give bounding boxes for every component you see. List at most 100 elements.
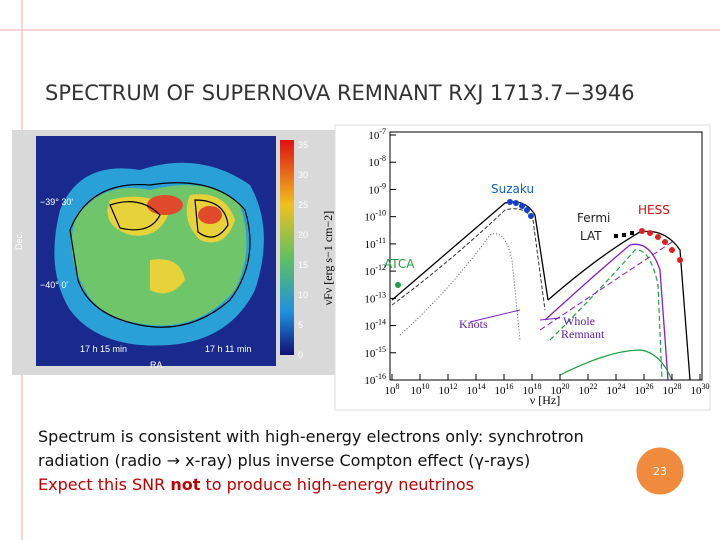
colorbar-tick-label: 15 [298, 260, 308, 270]
plot-ticks: 10-710-810-910-1010-1110-1210-1310-1410-… [364, 127, 709, 397]
tick-base: 10 [364, 293, 376, 305]
tick-exponent: 20 [562, 382, 570, 391]
synchrotron-curve [391, 208, 546, 311]
tick-exponent: 22 [590, 382, 598, 391]
tick-label: 1028 [663, 382, 682, 397]
map-emission [198, 206, 222, 224]
tick-exponent: 14 [478, 382, 486, 391]
hess-label: HESS [638, 203, 670, 217]
tick-label: 10-12 [364, 263, 386, 278]
tick-exponent: 26 [646, 382, 654, 391]
tick-exponent: 18 [534, 382, 542, 391]
map-emission [147, 195, 183, 215]
fermi-points [614, 231, 634, 238]
body-emphasis: not [170, 475, 200, 494]
atca-label: ATCA [384, 257, 415, 271]
hess-points [639, 228, 683, 263]
colorbar-tick-label: 20 [298, 230, 308, 240]
tick-label: 10-9 [368, 181, 386, 196]
tick-label: 1010 [411, 382, 430, 397]
tick-base: 10 [385, 385, 397, 397]
tick-exponent: -9 [379, 181, 386, 190]
tick-label: 10-13 [364, 290, 386, 305]
tick-base: 10 [691, 385, 703, 397]
x-axis-label: ν [Hz] [530, 393, 560, 407]
tick-base: 10 [495, 385, 507, 397]
tick-label: 1024 [607, 382, 626, 397]
tick-label: 10-16 [364, 372, 386, 387]
tick-label: 10-7 [368, 127, 386, 142]
page-badge [633, 444, 687, 498]
tick-label: 10-14 [364, 318, 386, 333]
tick-exponent: 12 [450, 382, 458, 391]
ra-label: 17 h 11 min [205, 344, 251, 354]
tick-label: 10-15 [364, 345, 386, 360]
tick-exponent: -14 [375, 318, 386, 327]
ic-curve [539, 239, 676, 331]
fermi-label: LAT [580, 229, 602, 243]
ic-curve [549, 249, 663, 381]
tick-base: 10 [467, 385, 479, 397]
tick-label: 1020 [551, 382, 570, 397]
tick-label: 1016 [495, 382, 514, 397]
slide-title: SPECTRUM OF SUPERNOVA REMNANT RXJ 1713.7… [45, 81, 635, 105]
tick-base: 10 [364, 321, 376, 333]
spectrum-plot: Suzaku Fermi LAT HESS ATCA Knots Whole R… [321, 124, 711, 411]
body-text: to produce high-energy neutrinos [200, 475, 474, 494]
map-image: −39° 30' −40° 0' Dec. 17 h 15 min 17 h 1… [12, 130, 335, 375]
tick-base: 10 [368, 130, 380, 142]
y-axis-label: νFν [erg s−1 cm−2] [321, 211, 335, 306]
tick-base: 10 [635, 385, 647, 397]
tick-base: 10 [365, 239, 377, 251]
suzaku-label: Suzaku [491, 182, 534, 196]
colorbar-tick-label: 25 [298, 200, 308, 210]
tick-exponent: -15 [375, 345, 386, 354]
whole-label: Remnant [561, 327, 605, 341]
colorbar-tick-label: 5 [298, 320, 303, 330]
dec-axis: Dec. [14, 231, 24, 250]
tick-base: 10 [411, 385, 423, 397]
tick-base: 10 [663, 385, 675, 397]
tick-label: 1014 [467, 382, 486, 397]
plot-frame [334, 124, 711, 411]
tick-base: 10 [607, 385, 619, 397]
body-line: radiation (radio → x-ray) plus inverse C… [38, 451, 530, 470]
tick-exponent: 30 [702, 382, 710, 391]
body-text: Expect this SNR [38, 475, 170, 494]
colorbar-tick-label: 0 [298, 350, 303, 360]
tick-label: 108 [385, 382, 400, 397]
tick-base: 10 [364, 375, 376, 387]
plot-axes [389, 131, 703, 381]
tick-label: 1030 [691, 382, 710, 397]
whole-label: Whole [563, 314, 595, 328]
tick-exponent: -16 [375, 372, 386, 381]
dec-label: −39° 30' [40, 197, 73, 207]
ra-axis: RA [150, 360, 163, 370]
tick-exponent: -13 [375, 290, 386, 299]
tick-base: 10 [439, 385, 451, 397]
tick-exponent: -11 [376, 236, 386, 245]
tick-base: 10 [523, 385, 535, 397]
tick-exponent: -12 [375, 263, 386, 272]
tick-label: 1026 [635, 382, 654, 397]
tick-exponent: 24 [618, 382, 626, 391]
colorbar [280, 140, 294, 355]
tick-exponent: -8 [379, 154, 386, 163]
tick-base: 10 [364, 212, 376, 224]
tick-base: 10 [364, 348, 376, 360]
colorbar-tick-label: 30 [298, 170, 308, 180]
fermi-label: Fermi [577, 211, 610, 225]
map-contours [69, 182, 251, 328]
tick-label: 10-11 [365, 236, 386, 251]
tick-exponent: 10 [422, 382, 430, 391]
dec-label: −40° 0' [40, 280, 68, 290]
tick-exponent: 8 [396, 382, 400, 391]
tick-exponent: 16 [506, 382, 514, 391]
tick-base: 10 [368, 184, 380, 196]
tick-label: 1022 [579, 382, 598, 397]
tick-base: 10 [368, 157, 380, 169]
tick-label: 1018 [523, 382, 542, 397]
ic-curve [544, 243, 669, 381]
tick-label: 10-10 [364, 209, 386, 224]
